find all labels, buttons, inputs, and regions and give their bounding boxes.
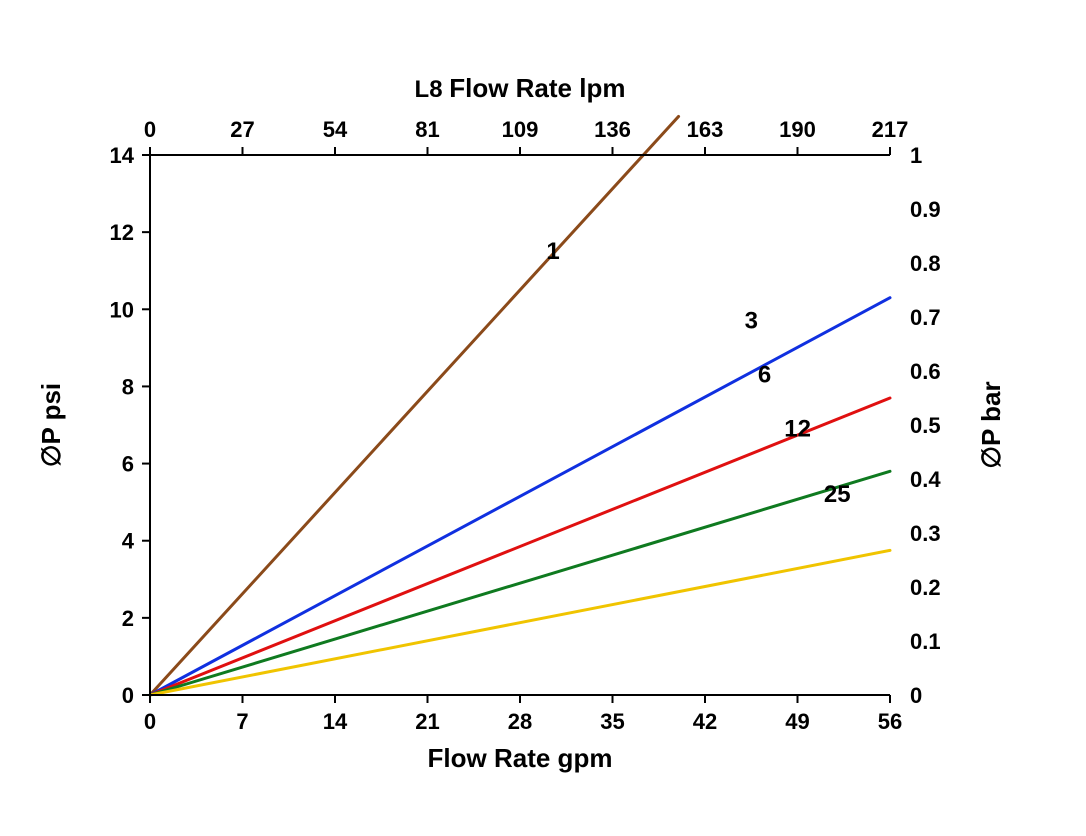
pressure-drop-chart: 0714212835424956Flow Rate gpm02754811091… bbox=[0, 0, 1086, 836]
xtick-t-label: 0 bbox=[144, 117, 156, 142]
y-axis-left-label: ∅P psi bbox=[36, 383, 66, 467]
ytick-l-label: 0 bbox=[122, 683, 134, 708]
ytick-l-label: 4 bbox=[122, 529, 135, 554]
xtick-b-label: 7 bbox=[236, 709, 248, 734]
xtick-b-label: 0 bbox=[144, 709, 156, 734]
xtick-b-label: 14 bbox=[323, 709, 348, 734]
ytick-r-label: 0.8 bbox=[910, 251, 941, 276]
ytick-l-label: 12 bbox=[110, 220, 134, 245]
ytick-r-label: 1 bbox=[910, 143, 922, 168]
xtick-t-label: 190 bbox=[779, 117, 816, 142]
ytick-r-label: 0 bbox=[910, 683, 922, 708]
ytick-r-label: 0.7 bbox=[910, 305, 941, 330]
ytick-r-label: 0.1 bbox=[910, 629, 941, 654]
y-axis-right-label: ∅P bar bbox=[976, 381, 1006, 468]
xtick-b-label: 49 bbox=[785, 709, 809, 734]
series-label-1: 1 bbox=[546, 238, 559, 265]
xtick-t-label: 54 bbox=[323, 117, 348, 142]
chart-svg: 0714212835424956Flow Rate gpm02754811091… bbox=[0, 0, 1086, 836]
series-label-3: 3 bbox=[745, 308, 758, 335]
xtick-t-label: 136 bbox=[594, 117, 631, 142]
ytick-l-label: 14 bbox=[110, 143, 135, 168]
ytick-r-label: 0.5 bbox=[910, 413, 941, 438]
xtick-b-label: 35 bbox=[600, 709, 624, 734]
series-label-6: 6 bbox=[758, 362, 771, 389]
ytick-r-label: 0.4 bbox=[910, 467, 941, 492]
ytick-l-label: 6 bbox=[122, 452, 134, 477]
ytick-r-label: 0.2 bbox=[910, 575, 941, 600]
xtick-t-label: 109 bbox=[502, 117, 539, 142]
ytick-r-label: 0.3 bbox=[910, 521, 941, 546]
series-label-12: 12 bbox=[784, 416, 811, 443]
ytick-l-label: 10 bbox=[110, 297, 134, 322]
xtick-t-label: 217 bbox=[872, 117, 909, 142]
xtick-t-label: 163 bbox=[687, 117, 724, 142]
x-axis-bottom-label: Flow Rate gpm bbox=[428, 743, 613, 773]
xtick-b-label: 56 bbox=[878, 709, 902, 734]
chart-title: L8 Flow Rate lpm bbox=[415, 73, 626, 103]
xtick-t-label: 81 bbox=[415, 117, 439, 142]
xtick-b-label: 28 bbox=[508, 709, 532, 734]
ytick-l-label: 2 bbox=[122, 606, 134, 631]
ytick-l-label: 8 bbox=[122, 374, 134, 399]
series-label-25: 25 bbox=[824, 481, 851, 508]
xtick-b-label: 21 bbox=[415, 709, 439, 734]
ytick-r-label: 0.9 bbox=[910, 197, 941, 222]
xtick-b-label: 42 bbox=[693, 709, 717, 734]
xtick-t-label: 27 bbox=[230, 117, 254, 142]
ytick-r-label: 0.6 bbox=[910, 359, 941, 384]
